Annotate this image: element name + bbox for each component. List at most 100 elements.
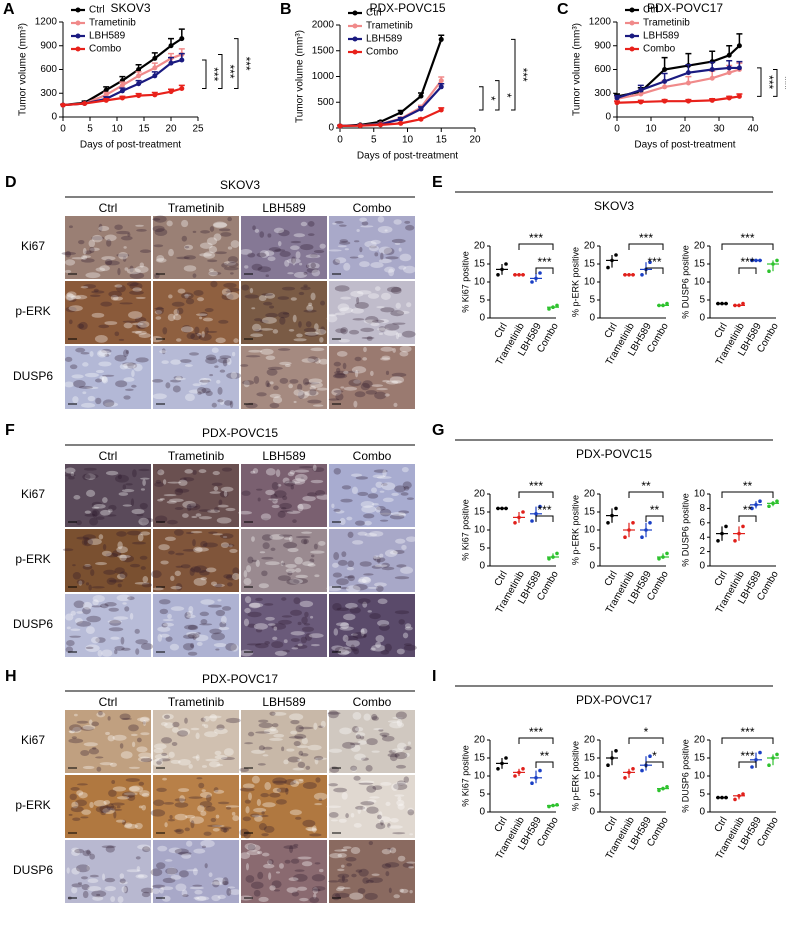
- legend-marker: [75, 20, 81, 26]
- texture: [140, 732, 150, 736]
- significance-label: ***: [778, 76, 786, 90]
- texture: [291, 891, 299, 897]
- texture: [71, 849, 81, 856]
- texture: [95, 369, 105, 374]
- texture: [298, 778, 304, 781]
- y-axis-label: % p-ERK positive: [570, 741, 580, 811]
- data-point: [720, 301, 724, 306]
- data-point: [750, 506, 754, 511]
- texture: [198, 782, 205, 789]
- texture: [364, 520, 372, 526]
- texture: [313, 722, 318, 730]
- texture: [131, 508, 145, 515]
- texture: [175, 565, 183, 568]
- texture: [302, 819, 316, 828]
- y-tick-label: 900: [594, 40, 611, 51]
- texture: [354, 391, 366, 398]
- texture: [194, 547, 209, 552]
- texture: [364, 892, 378, 900]
- texture: [197, 391, 202, 395]
- texture: [208, 270, 218, 277]
- texture: [135, 357, 149, 363]
- texture: [364, 240, 377, 248]
- texture: [285, 568, 296, 574]
- texture: [167, 313, 176, 322]
- texture: [195, 732, 200, 740]
- texture: [370, 239, 381, 245]
- texture: [339, 517, 346, 526]
- chart-title: PDX-POVC15: [576, 447, 652, 461]
- data-point: [530, 781, 534, 785]
- texture: [269, 381, 274, 385]
- texture: [305, 633, 313, 641]
- texture: [120, 636, 125, 645]
- texture: [343, 262, 351, 271]
- texture: [124, 823, 138, 829]
- texture: [273, 889, 281, 892]
- texture: [380, 307, 395, 313]
- texture: [209, 713, 217, 722]
- texture: [379, 490, 385, 493]
- texture: [193, 896, 200, 900]
- texture: [372, 474, 385, 479]
- texture: [337, 886, 345, 890]
- texture: [257, 871, 264, 880]
- texture: [348, 329, 360, 335]
- texture: [170, 359, 181, 365]
- texture: [196, 777, 203, 780]
- texture: [265, 489, 275, 496]
- texture: [282, 312, 290, 315]
- texture: [307, 492, 317, 497]
- texture: [190, 530, 203, 534]
- texture: [293, 873, 308, 882]
- texture: [345, 639, 360, 648]
- texture: [364, 533, 378, 537]
- data-point: [631, 521, 635, 525]
- texture: [297, 856, 312, 860]
- data-point: [662, 84, 668, 90]
- y-tick-label: 1200: [35, 17, 58, 28]
- row-label: p-ERK: [15, 798, 50, 812]
- texture: [354, 520, 366, 526]
- texture: [70, 610, 76, 616]
- texture: [335, 510, 345, 514]
- texture: [359, 735, 365, 740]
- texture: [80, 285, 89, 289]
- data-point: [136, 73, 142, 79]
- texture: [95, 267, 106, 272]
- texture: [95, 562, 108, 566]
- texture: [73, 713, 78, 717]
- texture: [295, 816, 302, 820]
- texture: [205, 806, 216, 812]
- y-tick-label: 10: [694, 489, 706, 500]
- texture: [175, 552, 185, 556]
- texture: [178, 788, 190, 793]
- texture: [184, 469, 194, 474]
- texture: [284, 778, 297, 785]
- data-point: [517, 515, 521, 520]
- micrograph: [326, 775, 415, 838]
- texture: [281, 615, 293, 618]
- texture: [296, 333, 303, 338]
- texture: [327, 249, 342, 252]
- micrograph-bg: [329, 710, 415, 773]
- data-point: [517, 273, 521, 277]
- texture: [350, 812, 355, 818]
- texture: [138, 805, 143, 809]
- significance-bracket: [202, 59, 207, 89]
- significance-bracket: [535, 267, 554, 274]
- y-tick-label: 10: [584, 277, 596, 288]
- texture: [169, 379, 182, 383]
- texture: [353, 775, 361, 781]
- texture: [193, 565, 208, 573]
- texture: [190, 566, 202, 573]
- data-point: [771, 262, 775, 266]
- texture: [402, 862, 414, 868]
- texture: [183, 265, 197, 272]
- texture: [299, 600, 314, 608]
- panel-letter: A: [3, 1, 15, 18]
- data-point: [754, 758, 758, 762]
- texture: [335, 257, 347, 264]
- y-tick-label: 900: [40, 40, 57, 51]
- texture: [181, 292, 194, 299]
